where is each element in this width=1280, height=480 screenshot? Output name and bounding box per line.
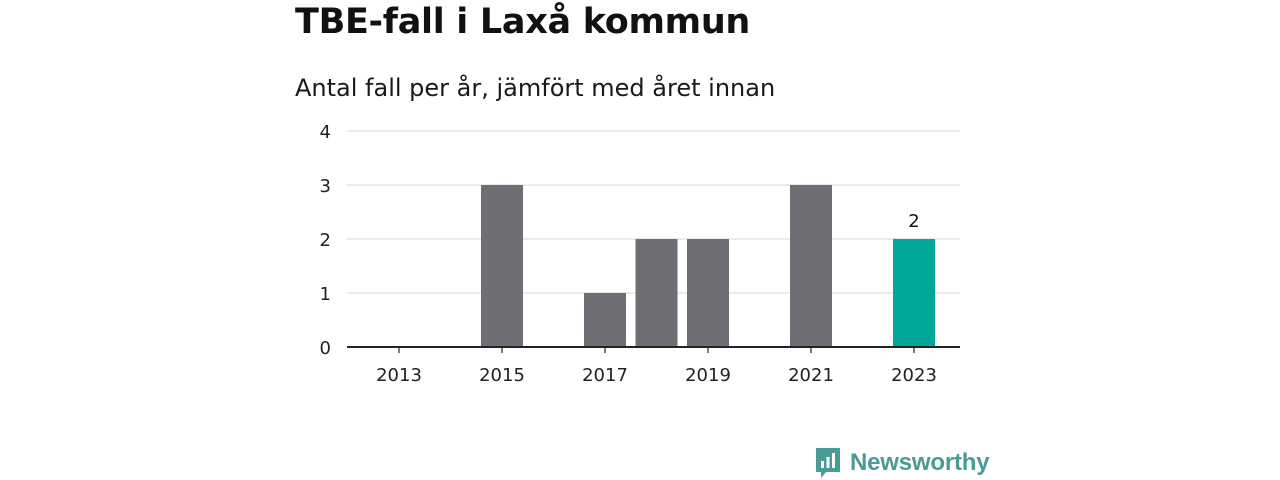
bar-2015 (481, 185, 523, 347)
y-tick-label: 2 (320, 230, 331, 251)
y-tick-label: 0 (320, 338, 331, 359)
y-tick-label: 3 (320, 176, 331, 197)
x-tick-label: 2019 (685, 365, 731, 386)
y-tick-label: 4 (320, 122, 331, 143)
bar-2023 (893, 239, 935, 347)
x-tick-label: 2017 (582, 365, 628, 386)
bars (481, 185, 935, 347)
newsworthy-logo-icon (816, 448, 840, 478)
bar-chart: 0 1 2 3 4 2 2013 2015 2017 2019 2021 2023 (320, 122, 960, 386)
chart-title: TBE-fall i Laxå kommun (295, 2, 751, 42)
y-tick-label: 1 (320, 284, 331, 305)
x-tick-label: 2023 (891, 365, 937, 386)
data-labels: 2 (908, 211, 919, 232)
x-tick-label: 2015 (479, 365, 525, 386)
brand-name: Newsworthy (850, 449, 990, 476)
brand-logo: Newsworthy (814, 446, 990, 480)
x-tick-label: 2013 (376, 365, 422, 386)
x-tick-label: 2021 (788, 365, 834, 386)
x-axis-ticks: 2013 2015 2017 2019 2021 2023 (376, 347, 937, 386)
data-label-2023: 2 (908, 211, 919, 232)
y-axis-ticks: 0 1 2 3 4 (320, 122, 331, 359)
bar-2017 (584, 293, 626, 347)
chart-subtitle: Antal fall per år, jämfört med året inna… (295, 74, 776, 102)
bar-2019 (687, 239, 729, 347)
bar-2018 (635, 239, 678, 347)
bar-2021 (790, 185, 832, 347)
